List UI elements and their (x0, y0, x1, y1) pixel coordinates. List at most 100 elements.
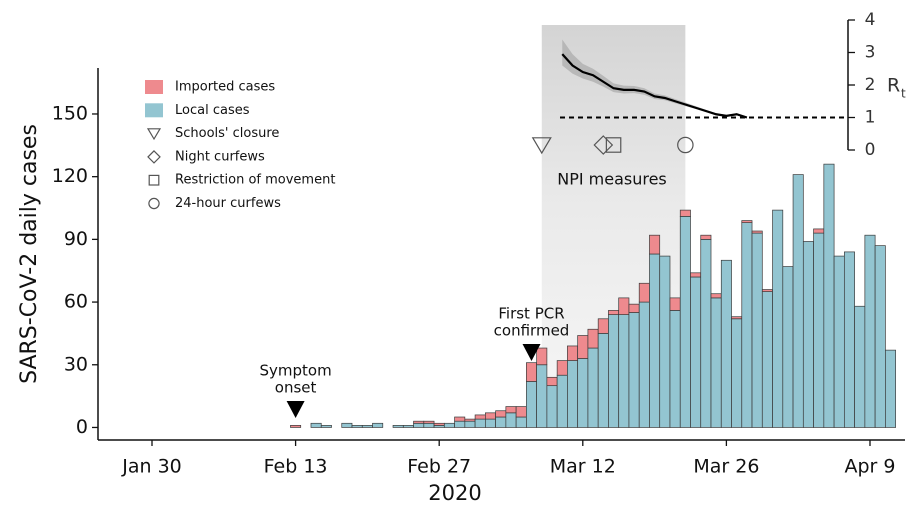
npi-marker (605, 137, 622, 153)
annotation-arrow (286, 401, 305, 418)
bar-segment (628, 312, 640, 428)
legend-label: Night curfews (175, 149, 265, 164)
bar-segment (505, 412, 517, 428)
bar-segment (413, 422, 425, 428)
bar-segment (885, 349, 896, 428)
bar-segment (618, 314, 630, 428)
bar-segment (751, 232, 763, 428)
bar-segment (679, 216, 691, 428)
bar-segment (813, 232, 825, 428)
bar-segment (823, 163, 835, 428)
rt-tick-label: 1 (865, 108, 876, 128)
annotation: First PCR (498, 305, 564, 323)
bar-segment (710, 297, 722, 428)
legend-swatch (145, 80, 163, 94)
bar-segment (495, 416, 507, 428)
bar-segment (608, 314, 620, 428)
bar-segment (710, 293, 722, 299)
npi-marker (677, 136, 694, 154)
x-tick-label: Apr 9 (844, 456, 895, 478)
bar-segment (659, 255, 671, 428)
bar-segment (864, 234, 876, 428)
bar-segment (741, 222, 753, 428)
bar-segment (320, 425, 332, 428)
bar-segment (813, 228, 825, 234)
legend-label: Schools' closure (175, 126, 279, 141)
bar-segment (515, 416, 527, 428)
legend-marker (147, 150, 161, 164)
bar-segment (433, 422, 445, 426)
legend-marker (148, 197, 160, 210)
bar-segment (669, 310, 681, 428)
bar-segment (546, 385, 558, 428)
bar-segment (618, 297, 630, 315)
bar-segment (392, 425, 404, 428)
x-tick-label: Feb 27 (407, 456, 471, 478)
bar-segment (567, 345, 579, 361)
bar-segment (731, 316, 743, 320)
legend-label: Local cases (175, 103, 250, 118)
bar-segment (669, 297, 681, 311)
bar-segment (310, 422, 322, 428)
bar-segment (587, 328, 599, 349)
legend-marker (148, 174, 160, 186)
bar-segment (567, 360, 579, 428)
bar-segment (792, 174, 804, 428)
bar-segment (761, 289, 773, 292)
bar-segment (505, 406, 517, 414)
legend-swatch (145, 103, 163, 118)
bar-segment (833, 255, 845, 428)
npi-marker (593, 135, 614, 155)
bar-segment (700, 234, 712, 240)
bar-segment (361, 425, 373, 428)
bar-segment (474, 414, 486, 420)
legend-marker (146, 128, 162, 141)
bar-segment (649, 253, 661, 428)
bar-segment (690, 276, 702, 428)
rt-label: R (887, 75, 900, 97)
x-tick-label: Mar 12 (550, 456, 616, 478)
bar-segment (690, 272, 702, 278)
bar-segment (341, 422, 353, 428)
bar-segment (413, 420, 425, 424)
rt-label-sub: t (901, 87, 906, 101)
y-tick-label: 30 (64, 353, 88, 375)
bar-segment (761, 291, 773, 428)
bar-segment (454, 420, 466, 428)
annotation: confirmed (494, 322, 570, 340)
y-tick-label: 60 (64, 291, 88, 313)
rt-tick-label: 0 (865, 140, 876, 160)
legend-label: Restriction of movement (175, 173, 335, 188)
bar-segment (454, 416, 466, 422)
bar-segment (628, 303, 640, 313)
bar-segment (423, 422, 435, 428)
bar-segment (772, 209, 784, 428)
rt-tick-label: 4 (865, 10, 876, 30)
bar-segment (464, 420, 476, 428)
y-tick-label: 0 (76, 416, 88, 438)
bar-segment (649, 234, 661, 255)
npi-label: NPI measures (557, 170, 667, 189)
bar-segment (874, 245, 886, 428)
bar-segment (546, 376, 558, 387)
bar-segment (290, 425, 302, 428)
bar-segment (474, 418, 486, 428)
x-tick-label: Jan 30 (121, 456, 182, 478)
bar-segment (731, 318, 743, 428)
bar-segment (443, 422, 455, 428)
annotation: Symptom (259, 362, 331, 380)
rt-tick-label: 2 (865, 75, 876, 95)
bar-segment (526, 381, 537, 428)
legend-label: Imported cases (175, 80, 275, 95)
bar-segment (577, 335, 589, 359)
annotation: onset (275, 379, 317, 397)
bar-segment (495, 410, 507, 418)
x-tick-label: Mar 26 (693, 456, 759, 478)
bar-segment (597, 333, 609, 428)
bar-segment (700, 239, 712, 428)
bar-segment (587, 347, 599, 428)
bar-segment (372, 422, 384, 428)
bar-segment (854, 305, 866, 428)
rt-tick-label: 3 (865, 43, 876, 63)
bar-segment (556, 374, 568, 428)
